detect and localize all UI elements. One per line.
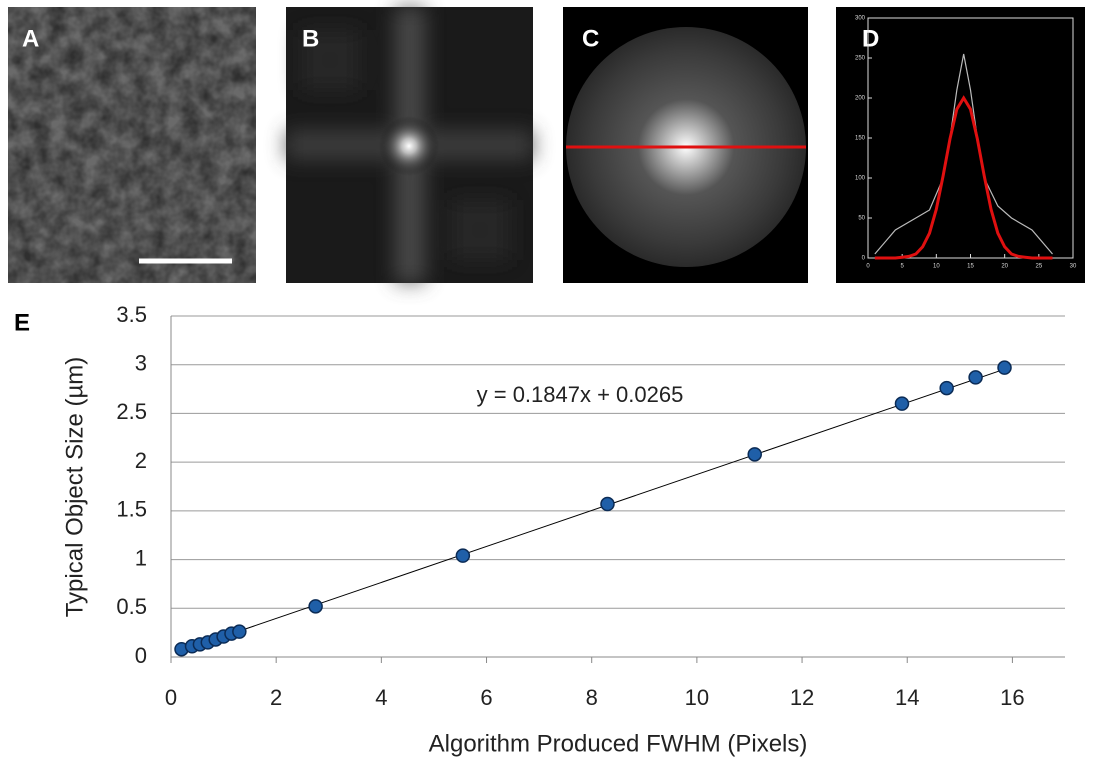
panel-label: B	[302, 25, 319, 52]
y-tick-label: 100	[855, 176, 866, 182]
data-point	[968, 370, 983, 385]
data-point	[455, 548, 471, 563]
x-tick-label: 2	[270, 685, 282, 710]
y-tick-label: 250	[855, 56, 866, 62]
y-tick-label: 3.5	[116, 302, 147, 327]
y-tick-label: 2	[135, 448, 147, 473]
x-tick-label: 0	[866, 264, 870, 270]
x-tick-label: 25	[1035, 264, 1042, 270]
y-axis-title: Typical Object Size (µm)	[61, 357, 88, 618]
panel-b: B	[286, 7, 533, 283]
y-tick-label: 1.5	[116, 497, 147, 522]
x-tick-label: 4	[375, 685, 387, 710]
x-tick-label: 14	[895, 685, 919, 710]
panel-a: A	[8, 7, 256, 283]
profile-line	[874, 95, 1053, 260]
x-tick-label: 6	[480, 685, 492, 710]
panel-label: E	[14, 309, 30, 336]
data-point	[747, 447, 762, 462]
panel-label: D	[862, 25, 879, 52]
y-tick-label: 0	[862, 256, 866, 262]
profile-line	[874, 53, 1053, 255]
panel-d: D 0 50 100 150 200 250 300 0 5 10 15 20 25 30	[836, 7, 1085, 283]
panel-label: A	[22, 25, 39, 52]
x-tick-label: 20	[1001, 264, 1008, 270]
x-tick-label: 15	[967, 264, 974, 270]
x-tick-label: 10	[685, 685, 709, 710]
y-tick-label: 1	[135, 545, 147, 570]
y-tick-label: 50	[858, 216, 865, 222]
panel-label: C	[582, 25, 599, 52]
x-tick-label: 12	[790, 685, 814, 710]
data-point	[939, 380, 954, 396]
x-tick-label: 8	[586, 685, 598, 710]
x-tick-label: 30	[1070, 264, 1077, 270]
data-point	[894, 396, 910, 411]
data-point	[600, 496, 615, 512]
y-tick-label: 3	[135, 351, 147, 376]
y-tick-label: 150	[855, 136, 866, 142]
y-tick-label: 300	[855, 16, 866, 22]
data-point	[997, 360, 1012, 375]
y-tick-label: 0	[135, 643, 147, 668]
y-tick-label: 200	[855, 96, 866, 102]
equation: y = 0.1847x + 0.0265	[477, 382, 684, 407]
x-tick-label: 16	[1000, 685, 1024, 710]
y-tick-label: 2.5	[116, 399, 147, 424]
panel-c: C	[563, 7, 808, 283]
x-tick-label: 5	[900, 264, 904, 270]
y-tick-label: 0.5	[116, 594, 147, 619]
x-tick-label: 0	[165, 685, 177, 710]
data-point	[308, 599, 323, 614]
x-axis-title: Algorithm Produced FWHM (Pixels)	[429, 730, 808, 757]
data-point	[232, 624, 247, 639]
x-tick-label: 10	[933, 264, 940, 270]
